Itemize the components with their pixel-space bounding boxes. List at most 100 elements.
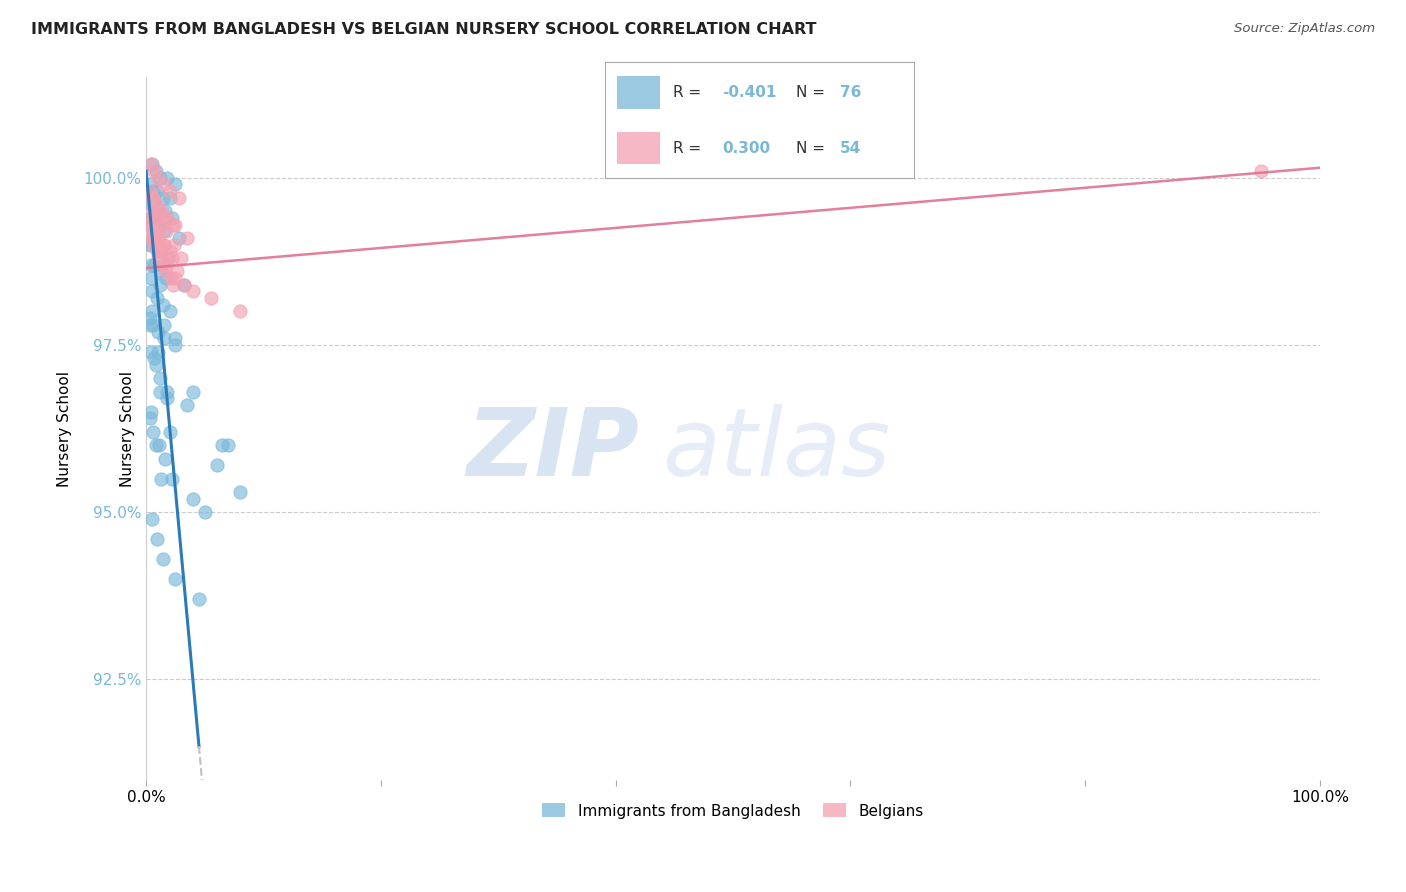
Point [138,237,160,252]
Point [156,170,179,185]
Text: Source: ZipAtlas.com: Source: ZipAtlas.com [1234,22,1375,36]
Point [173,277,195,292]
Point [145,197,167,211]
Point [152,298,174,312]
Point [181,285,204,299]
Point [150,204,173,219]
Point [160,472,183,486]
Point [142,237,165,252]
Point [138,411,160,425]
Point [155,224,177,238]
Point [139,271,162,285]
Text: N =: N = [796,85,830,100]
Point [149,384,172,399]
Point [188,592,211,607]
Text: 0.300: 0.300 [723,141,770,156]
Point [159,425,181,439]
Point [176,398,198,412]
Point [149,277,172,292]
Point [143,258,166,272]
Point [145,244,167,259]
Point [176,231,198,245]
Text: IMMIGRANTS FROM BANGLADESH VS BELGIAN NURSERY SCHOOL CORRELATION CHART: IMMIGRANTS FROM BANGLADESH VS BELGIAN NU… [31,22,817,37]
Point [139,197,162,211]
Text: R =: R = [672,141,706,156]
Point [146,231,169,245]
Point [142,191,165,205]
Point [139,344,162,359]
Point [153,451,176,466]
Point [148,204,170,219]
Point [138,218,160,232]
Point [155,271,177,285]
Point [165,218,187,232]
Point [141,218,163,232]
Point [142,237,165,252]
Point [156,211,179,225]
Point [162,277,184,292]
Bar [617,77,661,109]
Point [139,258,162,272]
Point [139,211,162,225]
Point [145,224,167,238]
Point [148,218,170,232]
Point [165,572,187,586]
Point [153,264,176,278]
Point [162,218,184,232]
Point [146,325,169,339]
Bar [617,132,661,164]
Point [139,157,162,171]
Point [146,251,169,265]
Point [152,178,174,192]
Point [149,218,172,232]
Point [170,251,193,265]
Point [160,211,183,225]
Point [143,224,166,238]
Point [141,285,163,299]
Point [145,184,167,198]
Text: 76: 76 [839,85,860,100]
Point [152,237,174,252]
Point [200,291,222,305]
Legend: Immigrants from Bangladesh, Belgians: Immigrants from Bangladesh, Belgians [536,797,929,824]
Point [165,338,187,352]
Point [146,244,169,259]
Point [181,491,204,506]
Point [148,438,170,452]
Point [138,184,160,198]
Point [145,211,167,225]
Point [166,264,188,278]
Point [159,184,181,198]
Point [141,231,163,245]
Point [152,552,174,566]
Point [152,224,174,238]
Point [138,318,160,332]
Point [138,311,160,326]
Point [142,184,165,198]
Point [229,304,252,318]
Point [146,204,169,219]
Point [149,264,172,278]
Point [152,191,174,205]
Point [211,438,233,452]
Point [229,485,252,500]
Point [165,271,187,285]
Point [1250,164,1272,178]
Point [160,251,183,265]
Point [159,191,181,205]
Point [145,438,167,452]
Point [142,425,165,439]
Y-axis label: Nursery School: Nursery School [120,370,135,486]
Point [153,211,176,225]
Point [141,211,163,225]
Text: ZIP: ZIP [467,403,640,496]
Point [143,164,166,178]
Point [138,178,160,192]
Point [152,318,174,332]
Point [167,231,190,245]
Text: atlas: atlas [662,404,891,495]
Point [149,371,172,385]
Point [142,318,165,332]
Point [145,358,167,372]
Point [156,392,179,406]
